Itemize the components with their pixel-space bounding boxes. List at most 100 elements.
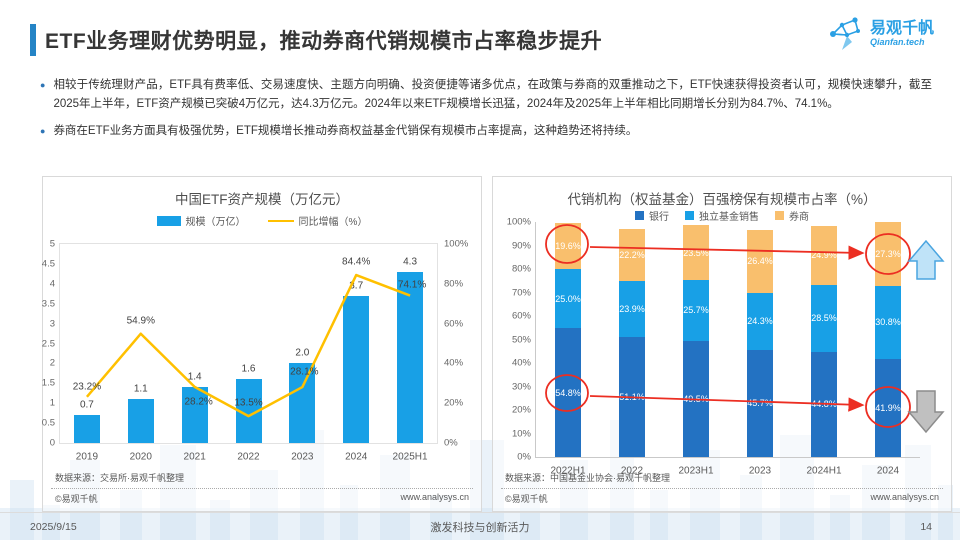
y-axis-tick: 0%: [517, 451, 531, 463]
summary-bullets: ● 相较于传统理财产品，ETF具有费率低、交易速度快、主题方向明确、投资便捷等诸…: [40, 76, 932, 150]
y-axis-tick: 40%: [511, 357, 531, 369]
x-axis-label: 2024: [345, 451, 368, 463]
bar: [397, 271, 424, 443]
y-axis-tick: 50%: [511, 334, 531, 345]
chart-legend: 银行 独立基金销售 券商: [493, 208, 951, 223]
legend-label: 规模（万亿）: [185, 217, 246, 228]
line-value-label: 74.1%: [397, 279, 427, 291]
y-axis-tick: 30%: [511, 381, 531, 392]
x-axis-label: 2019: [75, 451, 99, 463]
line-value-label: 84.4%: [342, 256, 371, 268]
segment-value-label: 28.5%: [811, 313, 837, 324]
bar-value-label: 3.7: [349, 280, 364, 292]
bullet-item: ● 券商在ETF业务方面具有极强优势，ETF规模增长推动券商权益基金代销保有规模…: [40, 122, 932, 141]
y-axis-tick: 40%: [444, 357, 464, 369]
y-axis-tick: 60%: [511, 310, 531, 322]
segment-value-label: 24.3%: [747, 316, 773, 327]
logo-domain: Qianfan.tech: [869, 36, 925, 47]
legend-item: 独立基金销售: [685, 208, 759, 223]
y-axis-tick: 1: [49, 397, 55, 409]
bullet-text: 券商在ETF业务方面具有极强优势，ETF规模增长推动券商权益基金代销保有规模市占…: [53, 125, 638, 138]
x-axis-label: 2023H1: [678, 465, 714, 477]
bullet-dot-icon: ●: [40, 126, 46, 137]
chart-title: 中国ETF资产规模（万亿元）: [175, 192, 349, 207]
segment-value-label: 41.9%: [875, 402, 901, 413]
footer-slogan: 激发科技与创新活力: [430, 522, 530, 534]
segment-value-label: 25.0%: [555, 293, 581, 304]
footer-divider: [0, 512, 960, 513]
stack-segment: [619, 228, 645, 281]
segment-value-label: 45.7%: [747, 398, 773, 409]
market-share-chart-card: 代销机构（权益基金）百强榜保有规模市占率（%） 银行 独立基金销售 券商 0% 10%…: [492, 176, 952, 512]
x-axis-label: 2023: [291, 451, 314, 463]
legend-item: 银行: [635, 208, 669, 223]
logo-name: 易观千帆: [869, 20, 934, 38]
legend-label: 券商: [789, 212, 809, 223]
y-axis-tick: 4: [49, 278, 55, 290]
segment-value-label: 44.8%: [811, 399, 837, 410]
bar-value-label: 2.0: [295, 347, 310, 359]
x-axis-label: 2023: [748, 465, 772, 477]
y-axis-tick: 100%: [506, 216, 531, 228]
bullet-item: ● 相较于传统理财产品，ETF具有费率低、交易速度快、主题方向明确、投资便捷等诸…: [40, 76, 932, 113]
bar: [127, 399, 154, 443]
y-axis-tick: 0%: [444, 437, 458, 449]
segment-value-label: 54.8%: [555, 387, 581, 398]
page-number: 14: [920, 521, 932, 533]
legend-swatch: [156, 215, 181, 226]
bar: [73, 415, 100, 443]
stack-segment: [747, 230, 773, 293]
stack-segment: [811, 284, 837, 352]
segment-value-label: 27.3%: [875, 249, 901, 260]
stacked-bar-plot: 0% 10% 20% 30% 40% 50% 60% 70% 80% 90% 100% 54.8% 25…: [507, 217, 920, 477]
line-value-label: 28.1%: [290, 366, 319, 378]
x-axis-label: 2024H1: [806, 465, 842, 477]
bar-value-label: 4.3: [403, 256, 418, 268]
qianfan-logo-icon: [829, 17, 860, 50]
segment-value-label: 24.9%: [811, 250, 837, 261]
footer-date: 2025/9/15: [30, 521, 77, 533]
copyright: ©易观千帆: [505, 494, 548, 504]
y-axis-tick: 1.5: [41, 377, 55, 389]
copyright: ©易观千帆: [55, 494, 98, 504]
bar-value-label: 1.6: [241, 363, 256, 375]
segment-value-label: 22.2%: [619, 249, 645, 260]
x-axis-label: 2022: [620, 465, 644, 477]
divider: [501, 488, 943, 489]
x-axis-label: 2022: [237, 451, 260, 463]
y-axis-tick: 80%: [444, 278, 464, 290]
page-title: ETF业务理财优势明显，推动券商代销规模市占率稳步提升: [45, 30, 603, 53]
x-axis-label: 2021: [183, 451, 206, 463]
y-axis-tick: 2: [49, 357, 55, 369]
segment-value-label: 30.8%: [875, 317, 901, 328]
y-axis-tick: 0: [49, 437, 55, 449]
bar-value-label: 0.7: [79, 399, 94, 411]
stack-segment: [683, 280, 709, 341]
stack-segment: [875, 286, 901, 359]
y-axis-tick: 3: [49, 318, 55, 330]
segment-value-label: 51.1%: [619, 391, 645, 402]
bar-value-label: 1.4: [187, 371, 202, 383]
y-axis-tick: 20%: [444, 397, 464, 409]
legend-item: 规模（万亿）: [156, 213, 246, 228]
stack-segment: [747, 292, 773, 350]
legend-swatch: [635, 211, 644, 220]
slide-footer: 2025/9/15 激发科技与创新活力 14: [0, 516, 960, 538]
y-axis-tick: 2.5: [41, 338, 55, 349]
y-axis-tick: 10%: [511, 428, 531, 439]
segment-value-label: 26.4%: [747, 256, 773, 267]
brand-logo: 易观千帆 Qianfan.tech: [828, 14, 934, 54]
y-axis-tick: 3.5: [41, 298, 55, 310]
y-axis-tick: 100%: [444, 238, 469, 250]
x-axis-label: 2022H1: [550, 465, 586, 477]
legend-swatch: [775, 211, 784, 220]
legend-item: 券商: [775, 208, 809, 223]
bar-line-plot: 0 0.5 1 1.5 2 2.5 3 3.5 4 4.5 5 0% 20% 40% 60% 80% 100% 0…: [42, 239, 469, 463]
y-axis-tick: 60%: [444, 318, 464, 330]
y-axis-tick: 0.5: [41, 417, 55, 429]
bullet-text: 相较于传统理财产品，ETF具有费率低、交易速度快、主题方向明确、投资便捷等诸多优…: [53, 79, 932, 110]
x-axis-label: 2024: [876, 465, 900, 477]
legend-swatch: [685, 211, 694, 220]
website: www.analysys.cn: [870, 492, 939, 502]
